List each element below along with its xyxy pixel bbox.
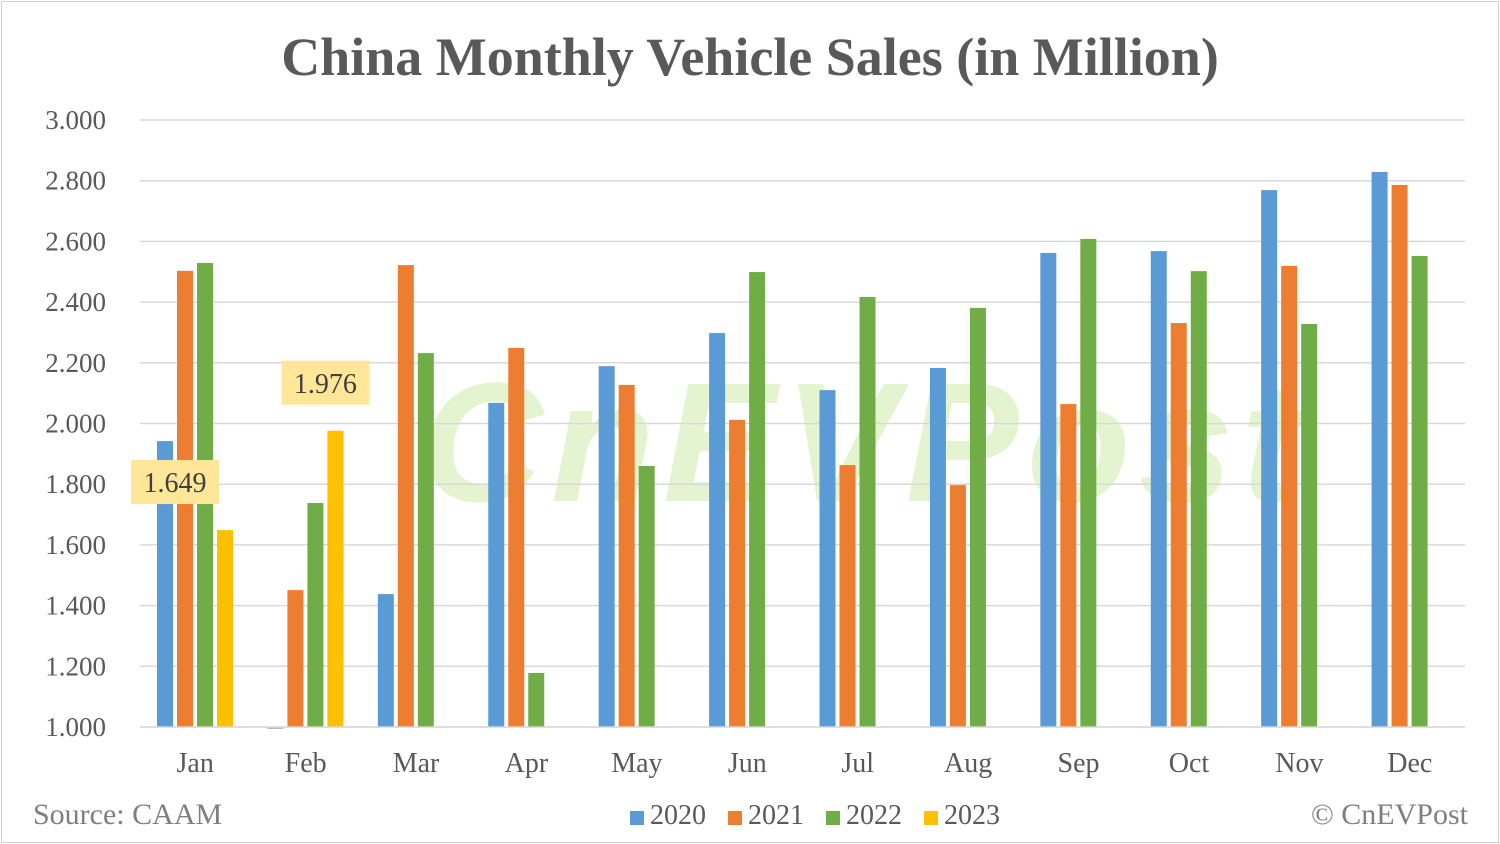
x-tick-label: Sep	[1058, 748, 1100, 779]
legend-swatch	[924, 810, 938, 825]
bar-2022-Dec	[1411, 255, 1428, 727]
x-tick-label: Oct	[1169, 748, 1210, 779]
bar-2022-Sep	[1080, 238, 1097, 728]
legend-item-2021: 2021	[728, 800, 804, 832]
x-tick-label: Nov	[1275, 748, 1323, 779]
bar-2023-Feb	[327, 430, 344, 727]
data-label-box	[281, 360, 370, 405]
bar-2020-Aug	[929, 367, 946, 727]
legend-swatch	[630, 810, 644, 825]
legend-label: 2023	[944, 800, 1000, 831]
legend-swatch	[728, 810, 742, 825]
bar-2022-Apr	[528, 672, 545, 727]
y-tick-label: 1.600	[45, 530, 106, 560]
bar-2023-Jan	[217, 530, 233, 727]
bar-2021-Nov	[1281, 265, 1298, 727]
bar-2022-Mar	[417, 353, 434, 727]
source-note: Source: CAAM	[33, 798, 223, 831]
legend-item-2022: 2022	[826, 800, 902, 832]
bar-2022-Jun	[749, 272, 766, 727]
x-tick-label: Aug	[944, 748, 992, 779]
chart-title: China Monthly Vehicle Sales (in Million)	[281, 27, 1219, 87]
legend-label: 2022	[846, 800, 902, 831]
y-tick-label: 1.800	[45, 469, 106, 499]
bar-2020-Dec	[1371, 171, 1388, 727]
bar-2021-Apr	[508, 347, 525, 727]
x-tick-label: Jun	[728, 748, 767, 779]
bar-2022-Feb	[307, 503, 324, 727]
bar-2021-Oct	[1170, 323, 1187, 727]
bar-2021-Feb	[287, 590, 304, 727]
legend-item-2023: 2023	[924, 800, 1000, 832]
y-tick-label: 1.400	[45, 591, 106, 621]
bar-2020-Sep	[1040, 252, 1057, 728]
x-tick-label: May	[611, 748, 662, 779]
bar-2022-Jul	[859, 296, 876, 727]
bar-2020-Jun	[709, 333, 726, 727]
legend-swatch	[826, 810, 840, 825]
bar-2021-Dec	[1391, 184, 1408, 728]
bar-2022-May	[638, 465, 655, 727]
bar-2021-Aug	[949, 485, 966, 727]
x-tick-label: Dec	[1387, 748, 1432, 779]
y-tick-label: 3.000	[45, 105, 106, 135]
data-label-box	[131, 460, 219, 505]
legend-label: 2020	[650, 800, 706, 831]
y-tick-label: 2.200	[45, 348, 106, 378]
legend-label: 2021	[748, 800, 804, 831]
bar-2021-Sep	[1060, 404, 1077, 727]
y-tick-label: 1.000	[45, 712, 106, 742]
bar-2020-Jan	[157, 441, 173, 727]
bar-2021-Jul	[839, 465, 856, 727]
bar-2020-Mar	[377, 594, 394, 727]
bar-2021-Mar	[397, 265, 414, 727]
y-tick-label: 1.200	[45, 651, 106, 681]
y-tick-label: 2.800	[45, 166, 106, 196]
bar-2022-Oct	[1190, 271, 1207, 727]
x-tick-label: Feb	[285, 748, 327, 779]
bar-2020-Apr	[488, 402, 505, 727]
x-tick-label: Jul	[841, 748, 874, 779]
bar-2022-Aug	[969, 307, 986, 727]
bar-2020-Jul	[819, 390, 836, 727]
legend-item-2020: 2020	[630, 800, 706, 832]
bar-2020-May	[598, 366, 615, 727]
bar-2022-Nov	[1301, 323, 1318, 727]
bar-2020-Oct	[1150, 251, 1167, 727]
legend: 2020 2021 2022 2023	[630, 800, 1000, 832]
y-tick-label: 2.000	[45, 409, 106, 439]
x-tick-label: Apr	[505, 748, 549, 779]
bar-2020-Nov	[1261, 190, 1278, 727]
x-tick-label: Mar	[393, 748, 440, 779]
bar-2021-May	[618, 384, 635, 727]
y-tick-label: 2.600	[45, 226, 106, 256]
data-label: 1.976	[294, 369, 357, 400]
x-tick-label: Jan	[177, 748, 214, 779]
y-tick-label: 2.400	[45, 287, 106, 317]
bar-2021-Jun	[729, 419, 746, 727]
copyright-note: © CnEVPost	[1311, 798, 1468, 831]
data-label: 1.649	[144, 468, 207, 499]
